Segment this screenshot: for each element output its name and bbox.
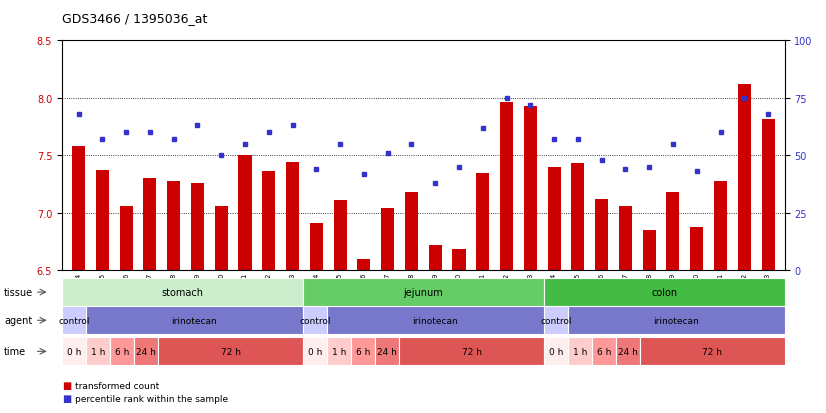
- FancyBboxPatch shape: [303, 337, 327, 366]
- FancyBboxPatch shape: [86, 337, 110, 366]
- Bar: [310, 223, 323, 271]
- Bar: [500, 103, 513, 271]
- Text: 0 h: 0 h: [67, 347, 81, 356]
- FancyBboxPatch shape: [303, 306, 327, 335]
- Text: 0 h: 0 h: [548, 347, 563, 356]
- Bar: [120, 206, 133, 271]
- Text: 24 h: 24 h: [618, 347, 638, 356]
- Bar: [144, 179, 156, 271]
- Bar: [334, 201, 347, 271]
- FancyBboxPatch shape: [567, 306, 785, 335]
- FancyBboxPatch shape: [110, 337, 134, 366]
- Text: transformed count: transformed count: [75, 381, 159, 390]
- Text: GDS3466 / 1395036_at: GDS3466 / 1395036_at: [62, 12, 207, 25]
- Text: 6 h: 6 h: [115, 347, 130, 356]
- Bar: [762, 119, 775, 271]
- FancyBboxPatch shape: [544, 278, 785, 306]
- FancyBboxPatch shape: [544, 306, 567, 335]
- Text: colon: colon: [651, 287, 677, 297]
- Bar: [286, 163, 299, 271]
- Bar: [595, 199, 608, 271]
- Text: irinotecan: irinotecan: [653, 316, 699, 325]
- Text: agent: agent: [4, 316, 32, 325]
- Text: 24 h: 24 h: [377, 347, 397, 356]
- Text: 72 h: 72 h: [221, 347, 240, 356]
- Text: ■: ■: [62, 393, 71, 403]
- Bar: [262, 172, 275, 271]
- FancyBboxPatch shape: [351, 337, 375, 366]
- Bar: [714, 181, 727, 271]
- FancyBboxPatch shape: [375, 337, 399, 366]
- Bar: [191, 183, 204, 271]
- Text: 6 h: 6 h: [597, 347, 611, 356]
- Bar: [524, 107, 537, 271]
- FancyBboxPatch shape: [640, 337, 785, 366]
- FancyBboxPatch shape: [399, 337, 544, 366]
- Bar: [667, 192, 680, 271]
- FancyBboxPatch shape: [616, 337, 640, 366]
- Bar: [691, 227, 703, 271]
- Bar: [96, 171, 109, 271]
- FancyBboxPatch shape: [62, 306, 86, 335]
- FancyBboxPatch shape: [592, 337, 616, 366]
- FancyBboxPatch shape: [544, 337, 567, 366]
- Bar: [167, 181, 180, 271]
- Text: 72 h: 72 h: [702, 347, 723, 356]
- Bar: [643, 230, 656, 271]
- Bar: [477, 173, 489, 271]
- FancyBboxPatch shape: [567, 337, 592, 366]
- Text: 1 h: 1 h: [91, 347, 105, 356]
- Text: 72 h: 72 h: [462, 347, 482, 356]
- FancyBboxPatch shape: [86, 306, 303, 335]
- Text: 0 h: 0 h: [308, 347, 322, 356]
- FancyBboxPatch shape: [327, 337, 351, 366]
- Text: percentile rank within the sample: percentile rank within the sample: [75, 394, 228, 403]
- Text: control: control: [59, 316, 90, 325]
- FancyBboxPatch shape: [303, 278, 544, 306]
- FancyBboxPatch shape: [62, 278, 303, 306]
- Text: control: control: [299, 316, 330, 325]
- Bar: [381, 209, 394, 271]
- Bar: [72, 147, 85, 271]
- Bar: [358, 259, 370, 271]
- Text: control: control: [540, 316, 572, 325]
- Text: 24 h: 24 h: [136, 347, 156, 356]
- Text: stomach: stomach: [161, 287, 203, 297]
- Text: time: time: [4, 347, 26, 356]
- Bar: [548, 167, 561, 271]
- Bar: [619, 206, 632, 271]
- FancyBboxPatch shape: [159, 337, 303, 366]
- Text: 1 h: 1 h: [332, 347, 346, 356]
- Bar: [239, 156, 252, 271]
- FancyBboxPatch shape: [327, 306, 544, 335]
- Bar: [572, 164, 585, 271]
- Bar: [453, 250, 466, 271]
- FancyBboxPatch shape: [134, 337, 159, 366]
- Bar: [429, 245, 442, 271]
- Bar: [405, 192, 418, 271]
- Text: tissue: tissue: [4, 287, 33, 297]
- Text: jejunum: jejunum: [403, 287, 444, 297]
- FancyBboxPatch shape: [62, 337, 86, 366]
- Text: 1 h: 1 h: [572, 347, 587, 356]
- Bar: [738, 85, 751, 271]
- Text: irinotecan: irinotecan: [172, 316, 217, 325]
- Text: 6 h: 6 h: [356, 347, 370, 356]
- Text: ■: ■: [62, 380, 71, 390]
- Bar: [215, 206, 228, 271]
- Text: irinotecan: irinotecan: [412, 316, 458, 325]
